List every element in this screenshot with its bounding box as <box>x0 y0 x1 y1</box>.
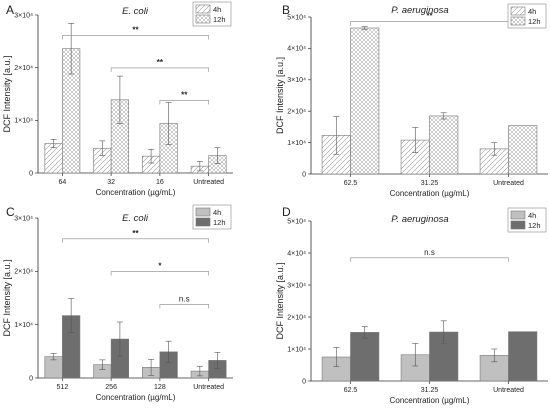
significance-bracket <box>159 100 209 105</box>
significance-bracket <box>110 67 209 72</box>
y-tick-label: 1×10⁴ <box>14 118 33 125</box>
bar-12h <box>350 332 380 382</box>
x-tick-label: 62.5 <box>344 387 358 394</box>
significance-bracket <box>62 35 209 40</box>
y-tick-label: 5×10⁴ <box>287 218 306 225</box>
y-tick-label: 0 <box>302 171 306 178</box>
legend-swatch <box>510 16 526 26</box>
x-tick-label: 128 <box>154 384 166 391</box>
legend-label: 12h <box>528 221 541 230</box>
x-tick-label: 512 <box>57 384 69 391</box>
x-tick-label: Untreated <box>493 387 524 394</box>
panel-letter: C <box>6 205 15 219</box>
chart-title: E. coli <box>122 6 149 17</box>
y-tick-label: 3×10⁴ <box>287 77 306 84</box>
chart-title: P. aeruginosa <box>391 5 448 16</box>
x-axis-label: Concentration (µg/mL) <box>96 393 176 402</box>
legend-swatch <box>510 210 526 220</box>
y-tick-label: 4×10⁴ <box>287 46 306 53</box>
legend-swatch <box>510 220 526 230</box>
legend-swatch <box>510 6 526 16</box>
y-tick-label: 2×10⁴ <box>14 65 33 72</box>
y-tick-label: 0 <box>302 378 306 385</box>
panel-letter: A <box>6 3 14 17</box>
legend-label: 12h <box>528 17 541 26</box>
significance-label: ** <box>426 12 433 21</box>
y-axis-label: DCF Intensity [a.u.] <box>2 55 12 132</box>
bar-12h <box>508 331 538 382</box>
y-tick-label: 2×10⁴ <box>287 109 306 116</box>
legend-swatch <box>195 4 211 14</box>
significance-label: n.s <box>179 294 190 303</box>
x-tick-label: 16 <box>156 179 164 186</box>
significance-label: n.s <box>424 248 435 257</box>
x-tick-label: Untreated <box>193 384 224 391</box>
chart-title: P. aeruginosa <box>391 214 448 225</box>
y-tick-label: 3×10⁴ <box>14 215 33 222</box>
x-axis-label: Concentration (µg/mL) <box>390 189 470 198</box>
x-tick-label: Untreated <box>493 180 524 187</box>
legend-swatch <box>195 207 211 217</box>
panel-letter: D <box>282 205 291 219</box>
x-tick-label: 256 <box>105 384 117 391</box>
legend-swatch <box>195 217 211 227</box>
legend-label: 4h <box>213 208 221 217</box>
legend-label: 12h <box>213 218 226 227</box>
significance-bracket <box>110 271 209 276</box>
y-tick-label: 1×10⁴ <box>287 346 306 353</box>
panel-a: A E. coli 0 1×10⁴ 2×10⁴ 3×10⁴ DCF Intensity [a… <box>2 1 233 197</box>
legend-label: 12h <box>213 15 226 24</box>
y-tick-label: 2×10⁴ <box>14 269 33 276</box>
x-tick-label: 31.25 <box>421 387 439 394</box>
y-tick-label: 1×10⁴ <box>287 140 306 147</box>
panel-letter: B <box>282 3 290 17</box>
significance-label: ** <box>157 58 164 67</box>
panel-d: D P. aeruginosa 0 1×10⁴ 2×10⁴ 3×10⁴ 4×10⁴ 5×10⁴… <box>275 205 548 405</box>
significance-bracket <box>350 21 509 26</box>
y-tick-label: 4×10⁴ <box>287 250 306 257</box>
y-tick-label: 3×10⁴ <box>14 12 33 19</box>
significance-bracket <box>159 304 209 309</box>
legend-swatch <box>195 14 211 24</box>
x-tick-label: 31.25 <box>421 180 439 187</box>
y-axis-label: DCF Intensity [a.u.] <box>275 57 285 134</box>
legend-label: 4h <box>213 5 221 14</box>
panel-b: B P. aeruginosa 0 1×10⁴ 2×10⁴ 3×10⁴ 4×10⁴ 5×10⁴… <box>275 3 548 198</box>
significance-label: ** <box>132 229 139 238</box>
significance-label: ** <box>132 26 139 35</box>
y-tick-label: 5×10⁴ <box>287 14 306 21</box>
bar-12h <box>508 125 538 175</box>
significance-bracket <box>350 257 509 262</box>
y-tick-label: 2×10⁴ <box>287 314 306 321</box>
bar-12h <box>350 27 380 175</box>
y-axis-label: DCF Intensity [a.u.] <box>2 259 12 336</box>
y-tick-label: 0 <box>29 375 33 382</box>
y-tick-label: 3×10⁴ <box>287 282 306 289</box>
y-tick-label: 1×10⁴ <box>14 322 33 329</box>
significance-label: ** <box>181 90 188 99</box>
y-tick-label: 0 <box>29 170 33 177</box>
bar-4h <box>321 135 351 175</box>
x-tick-label: 32 <box>107 179 115 186</box>
x-tick-label: 64 <box>58 179 66 186</box>
x-tick-label: Untreated <box>193 179 224 186</box>
x-axis-label: Concentration (µg/mL) <box>390 396 470 405</box>
significance-label: * <box>158 262 162 271</box>
legend-label: 4h <box>528 211 536 220</box>
bar-12h <box>429 115 459 175</box>
y-axis-label: DCF Intensity [a.u.] <box>275 262 285 339</box>
legend-label: 4h <box>528 7 536 16</box>
x-axis-label: Concentration (µg/mL) <box>96 188 176 197</box>
panel-c: C E. coli 0 1×10⁴ 2×10⁴ 3×10⁴ DCF Intensity [a… <box>2 204 233 402</box>
significance-bracket <box>62 238 209 243</box>
x-tick-label: 62.5 <box>344 180 358 187</box>
chart-title: E. coli <box>122 213 149 224</box>
